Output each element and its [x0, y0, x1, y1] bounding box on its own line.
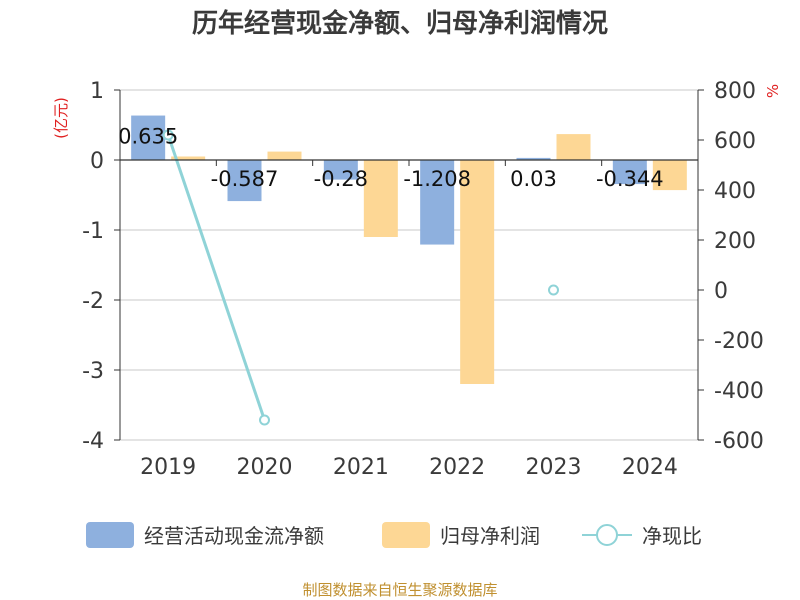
- y-right-unit: %: [764, 84, 782, 98]
- bar-value-label: 0.635: [118, 125, 178, 149]
- bar-profit: [556, 134, 591, 160]
- axes: 1 0 -1 -2 -3 -4 800 600 400 200 0 -200 -400 -600 2019 2…: [82, 79, 764, 480]
- bar-cashflow: [612, 160, 647, 185]
- ratio-line-segment: [166, 134, 266, 421]
- bar-value-label: -0.587: [211, 167, 279, 191]
- legend: 经营活动现金流净额 归母净利润 净现比: [86, 522, 702, 548]
- data-labels: 0.635 -0.587 -0.28 -1.208 0.03 -0.344: [118, 125, 664, 191]
- chart-title: 历年经营现金净额、归母净利润情况: [192, 8, 608, 39]
- ratio-line-group: [162, 129, 559, 426]
- bar-value-label: -0.344: [596, 167, 664, 191]
- x-tick-label: 2024: [622, 455, 678, 480]
- y-right-tick-label: 400: [714, 179, 756, 204]
- y-left-tick-label: 1: [90, 79, 104, 104]
- bar-cashflow: [131, 115, 166, 160]
- x-tick-label: 2023: [526, 455, 582, 480]
- bar-cashflow: [516, 157, 551, 160]
- ratio-point: [259, 414, 270, 426]
- bar-profit: [652, 160, 687, 191]
- y-right-tick-label: 200: [714, 229, 756, 254]
- y-left-tick-label: -3: [82, 359, 104, 384]
- legend-swatch-profit: [382, 522, 430, 548]
- x-tick-label: 2019: [140, 455, 196, 480]
- y-left-tick-label: 0: [90, 149, 104, 174]
- y-right-tick-label: 800: [714, 79, 756, 104]
- y-right-tick-label: 600: [714, 129, 756, 154]
- y-right-tick-label: 0: [714, 279, 728, 304]
- legend-marker-ratio: [596, 524, 618, 546]
- x-tick-label: 2021: [333, 455, 389, 480]
- legend-label-cashflow: 经营活动现金流净额: [144, 524, 324, 548]
- x-tick-label: 2020: [237, 455, 293, 480]
- y-left-tick-label: -4: [82, 429, 104, 454]
- legend-label-profit: 归母净利润: [440, 524, 540, 548]
- bar-profit: [267, 151, 302, 160]
- bar-value-label: 0.03: [510, 167, 557, 191]
- ratio-point: [162, 129, 174, 141]
- bar-value-label: -1.208: [403, 167, 471, 191]
- x-tick-label: 2022: [429, 455, 485, 480]
- bar-profit: [460, 160, 495, 384]
- legend-label-ratio: 净现比: [642, 524, 702, 548]
- bar-value-label: -0.28: [314, 167, 368, 191]
- y-right-tick-label: -600: [714, 429, 764, 454]
- legend-swatch-cashflow: [86, 522, 134, 548]
- y-left-tick-label: -1: [82, 219, 104, 244]
- footer-source: 制图数据来自恒生聚源数据库: [302, 581, 497, 599]
- bar-cashflow: [227, 160, 262, 202]
- y-right-tick-label: -200: [714, 329, 764, 354]
- bar-group: [131, 115, 687, 384]
- bar-cashflow: [420, 160, 455, 245]
- gridlines: [120, 89, 698, 441]
- y-right-tick-label: -400: [714, 379, 764, 404]
- bar-profit: [363, 160, 398, 237]
- bar-cashflow: [323, 160, 358, 180]
- y-left-tick-label: -2: [82, 289, 104, 314]
- y-left-unit: (亿元): [52, 97, 70, 139]
- ratio-point: [548, 284, 559, 296]
- bar-profit: [171, 156, 206, 160]
